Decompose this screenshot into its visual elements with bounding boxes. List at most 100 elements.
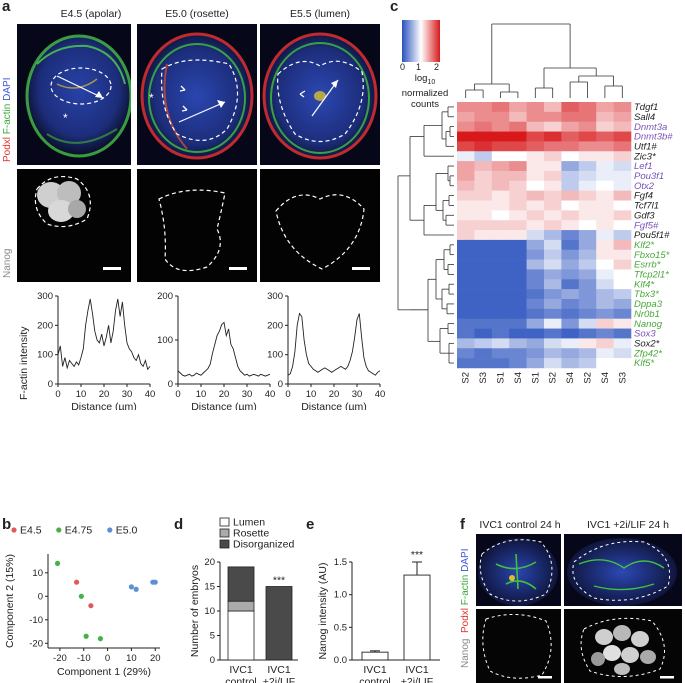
heatmap-cell — [457, 141, 475, 152]
heatmap-cell — [544, 269, 562, 280]
heatmap-cell — [474, 190, 493, 201]
category-label: IVC1 — [267, 664, 291, 676]
heatmap-cell — [561, 121, 580, 132]
y-tick-label: 200 — [37, 320, 53, 331]
gene-label: Nanog — [634, 319, 663, 330]
significance-label: *** — [411, 549, 423, 561]
heatmap-cell — [561, 141, 580, 152]
heatmap-cell — [596, 358, 614, 369]
heatmap-cell — [544, 338, 562, 349]
heatmap-cell — [596, 131, 614, 142]
line-plot-e45: 0 100 200 300 0 10 20 30 40 Distance (µm) — [37, 291, 155, 410]
panel-letter-a: a — [2, 0, 11, 15]
heatmap-cell — [561, 131, 580, 142]
heatmap-cell — [596, 299, 614, 310]
heatmap-cell — [474, 348, 493, 359]
heatmap-cell — [578, 102, 597, 113]
heatmap-cell — [474, 180, 493, 191]
heatmap-cell — [544, 239, 562, 251]
heatmap-cell — [596, 308, 614, 319]
sample-label: E5.0-S3 — [478, 372, 489, 384]
y-axis-label: Component 2 (15%) — [4, 554, 16, 648]
category-label: IVC1 — [229, 664, 253, 676]
heatmap-cell — [526, 220, 545, 231]
heatmap-cell — [474, 161, 493, 172]
heatmap-cell — [474, 170, 493, 182]
y-tick-label: 15 — [204, 582, 215, 593]
heatmap-cell — [578, 220, 597, 231]
heatmap-cell — [544, 131, 562, 142]
heatmap-cell — [578, 230, 597, 241]
series-line — [287, 312, 381, 376]
heatmap-cell — [526, 161, 545, 172]
heatmap-cell — [578, 299, 597, 310]
heatmap-cell — [561, 170, 580, 182]
heatmap-cell — [526, 102, 545, 113]
heatmap-cell — [509, 259, 527, 270]
heatmap-cell — [509, 102, 527, 113]
data-point — [78, 593, 84, 599]
bar-segment — [227, 610, 255, 661]
heatmap-cell — [613, 338, 632, 349]
heatmap-cell — [491, 259, 510, 270]
heatmap-cell — [509, 131, 527, 142]
heatmap-cell — [474, 279, 493, 290]
heatmap-cell — [457, 338, 475, 349]
heatmap-cell — [544, 190, 562, 201]
heatmap-cell — [596, 259, 614, 270]
panel-letter-f: f — [460, 516, 465, 533]
y-tick-label: 10 — [32, 568, 43, 579]
heatmap-cell — [509, 230, 527, 241]
heatmap-cell — [578, 200, 597, 211]
heatmap-cell — [457, 239, 475, 251]
heatmap-cell — [596, 170, 614, 182]
heatmap-cell — [491, 299, 510, 310]
line-plot-e55: 0 100 200 300 0 10 20 30 40 Distance (µm) — [267, 291, 385, 410]
heatmap-cell — [578, 259, 597, 270]
heatmap-cell — [596, 328, 614, 339]
heatmap-cell — [578, 239, 597, 251]
micrograph-f-control-composite — [476, 534, 561, 606]
heatmap-cell — [613, 348, 632, 359]
heatmap-cell — [596, 230, 614, 241]
heatmap-cell — [491, 141, 510, 152]
heatmap-cell — [596, 190, 614, 201]
heatmap-cell — [457, 190, 475, 201]
colorbar — [402, 20, 440, 62]
gene-label: Zic3* — [633, 151, 656, 162]
heatmap-cell — [596, 338, 614, 349]
heatmap-cell — [613, 308, 632, 319]
heatmap-cell — [561, 190, 580, 201]
stage-title-e50: E5.0 (rosette) — [165, 8, 229, 20]
gene-label: Tdgf1 — [634, 102, 658, 113]
heatmap-cell — [491, 121, 510, 132]
micrograph-e45-nanog — [17, 169, 131, 282]
heatmap-cell — [596, 210, 614, 221]
heatmap-cell — [544, 299, 562, 310]
heatmap-cell — [561, 239, 580, 251]
heatmap-cell — [544, 328, 562, 339]
heatmap-cell — [526, 259, 545, 270]
legend-marker — [107, 527, 113, 533]
y-tick-label: 100 — [37, 350, 53, 361]
heatmap-cell — [491, 358, 510, 369]
sample-label: E5.0-S2 — [461, 372, 472, 384]
heatmap-cell — [561, 318, 580, 329]
heatmap-cell — [561, 279, 580, 290]
panel-letter-e: e — [306, 516, 315, 533]
heatmap-cell — [457, 318, 475, 329]
heatmap-cell — [474, 121, 493, 132]
heatmap-cell — [578, 318, 597, 329]
heatmap-cell — [561, 161, 580, 172]
heatmap-cell — [526, 141, 545, 152]
heatmap-c: Tdgf1Sall4Dnmt3aDnmt3b#Utf1#Zic3*Lef1Pou… — [397, 23, 673, 384]
heatmap-cell — [561, 210, 580, 221]
heatmap-cell — [457, 102, 475, 113]
gene-label: Lef1 — [634, 161, 653, 172]
heatmap-dendrograms — [397, 23, 623, 364]
stain-label-f: Podxl F-actin DAPI — [460, 548, 471, 633]
stain-label-a: Podxl F-actin DAPI — [2, 77, 13, 162]
heatmap-cell — [613, 299, 632, 310]
bar-segment — [227, 600, 255, 612]
